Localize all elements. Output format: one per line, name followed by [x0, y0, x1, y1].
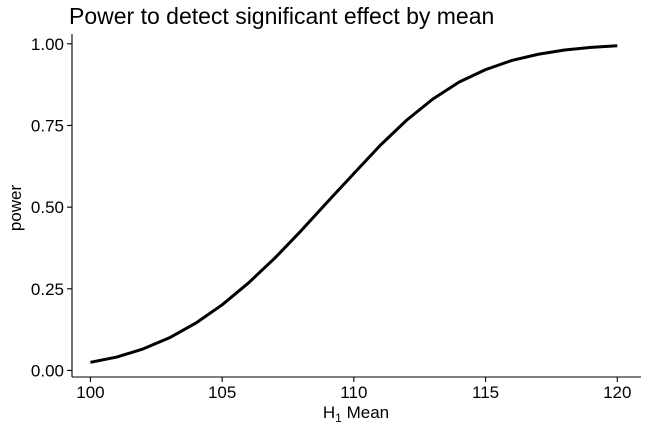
- y-tick-label: 0.50: [31, 198, 64, 217]
- y-axis-title: power: [6, 185, 25, 232]
- plot-area: [90, 44, 618, 364]
- y-tick-label: 0.75: [31, 116, 64, 135]
- x-axis-title-main: H: [323, 403, 335, 422]
- x-axis-title: H1 Mean: [323, 403, 389, 425]
- x-tick-label: 105: [208, 383, 236, 402]
- x-tick-label: 110: [340, 383, 367, 402]
- chart-title: Power to detect significant effect by me…: [69, 3, 494, 29]
- x-tick-label: 115: [472, 383, 499, 402]
- x-tick-label: 120: [603, 383, 631, 402]
- y-tick-label: 0.25: [31, 280, 64, 299]
- power-curve-line: [90, 44, 618, 364]
- y-tick-label: 0.00: [31, 361, 64, 380]
- x-axis-title-subscript: 1: [335, 411, 342, 425]
- x-tick-label: 100: [76, 383, 104, 402]
- y-axis: 0.00 0.25 0.50 0.75 1.00: [31, 34, 73, 380]
- x-axis-title-rest: Mean: [342, 403, 389, 422]
- y-tick-label: 1.00: [31, 35, 64, 54]
- x-axis: 100 105 110 115 120: [72, 376, 641, 402]
